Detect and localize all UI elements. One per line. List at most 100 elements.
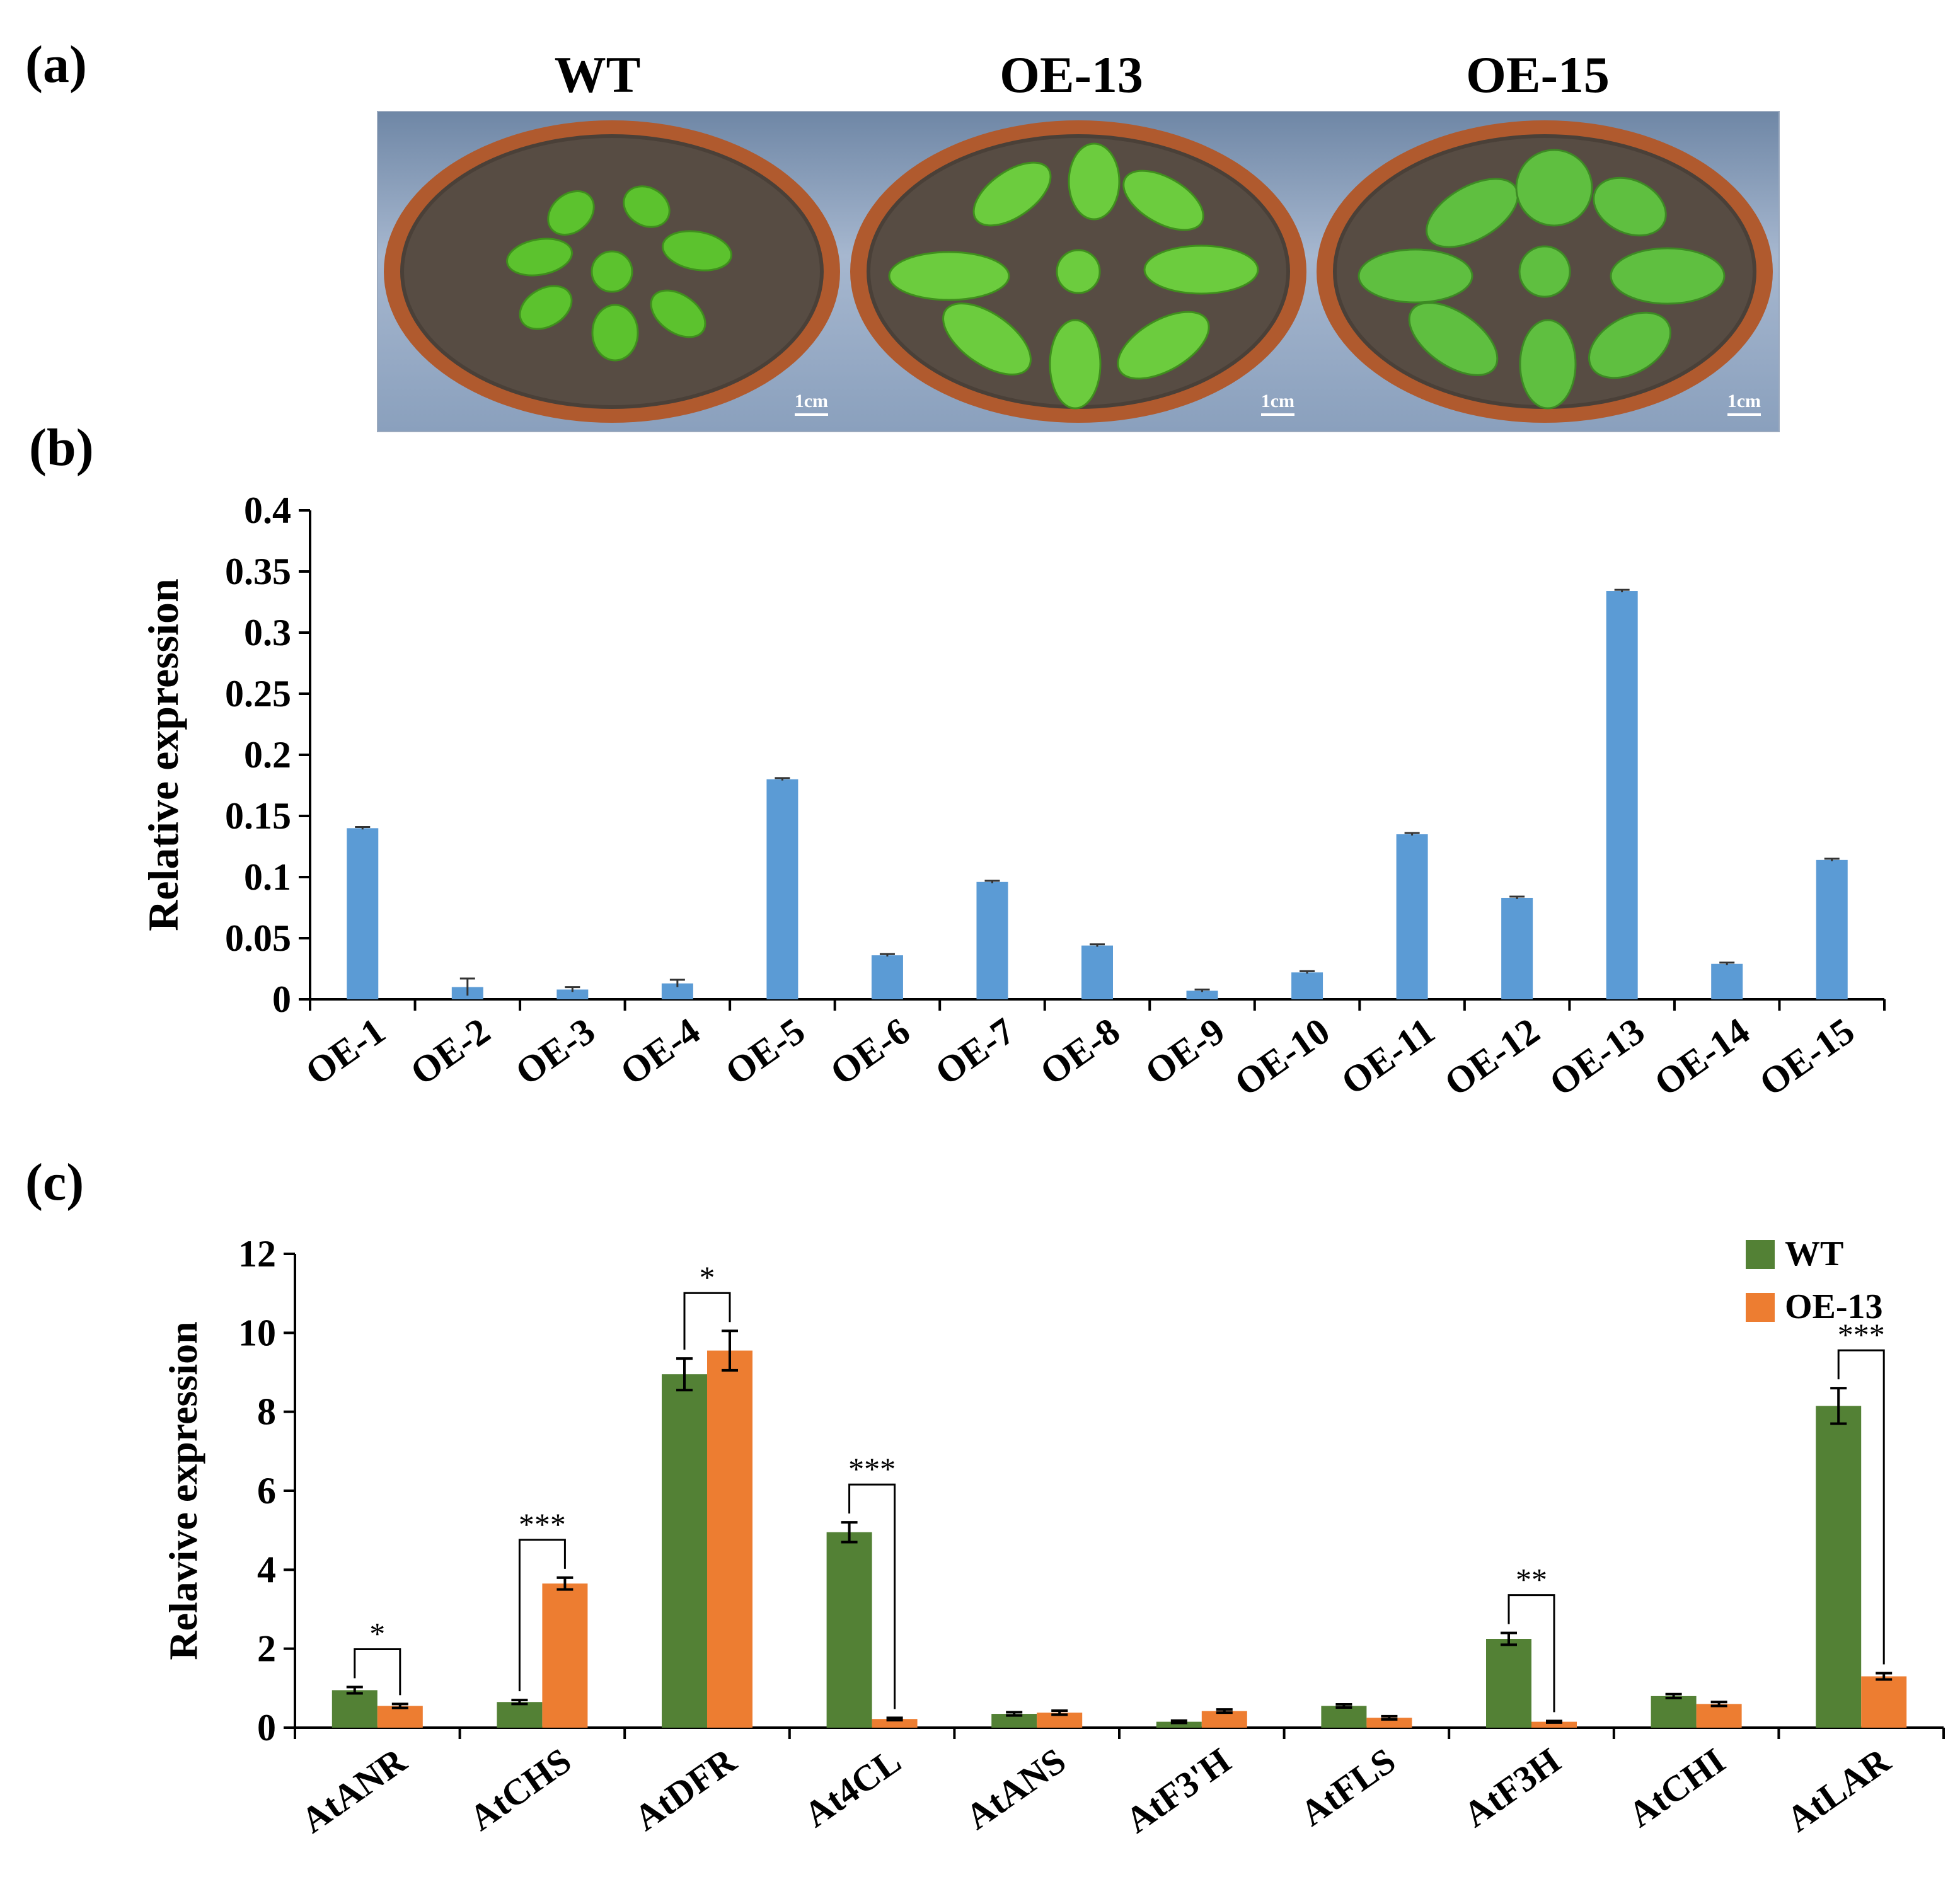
x-tick-label: AtLAR xyxy=(1779,1740,1898,1840)
bar-wt-atchi xyxy=(1651,1696,1697,1728)
x-tick-label: OE-15 xyxy=(1752,1010,1862,1105)
bar-oe-13-atdfr xyxy=(707,1350,752,1728)
bar-oe-5 xyxy=(766,779,798,999)
x-tick-label: OE-14 xyxy=(1647,1010,1756,1105)
plant-photo-wt: 1cm xyxy=(382,118,842,425)
significance-label: ** xyxy=(1516,1562,1547,1597)
y-tick-label: 8 xyxy=(257,1391,276,1433)
significance-label: *** xyxy=(1838,1317,1885,1352)
x-tick-label: AtF3H xyxy=(1456,1740,1567,1835)
bar-oe-3 xyxy=(556,989,589,999)
x-tick-label: OE-5 xyxy=(718,1010,812,1093)
plant-photo-oe15: 1cm xyxy=(1315,118,1775,425)
panel-label-b: (b) xyxy=(29,418,94,477)
bar-oe-10 xyxy=(1291,972,1323,999)
plant-photo-strip: 1cm 1cm xyxy=(377,111,1780,432)
panel-label-c: (c) xyxy=(25,1153,84,1212)
x-tick-label: OE-8 xyxy=(1033,1010,1127,1093)
x-tick-label: OE-2 xyxy=(403,1010,497,1093)
y-tick-label: 0.4 xyxy=(244,490,291,531)
significance-label: * xyxy=(369,1616,385,1651)
y-tick-label: 4 xyxy=(257,1549,276,1590)
legend-label-wt: WT xyxy=(1785,1234,1843,1273)
x-tick-label: OE-11 xyxy=(1334,1010,1442,1103)
scale-bar-oe13: 1cm xyxy=(1260,391,1294,416)
y-tick-label: 0.15 xyxy=(225,795,291,837)
y-tick-label: 0 xyxy=(272,979,291,1020)
significance-label: *** xyxy=(519,1507,566,1542)
bar-oe-12 xyxy=(1501,897,1533,999)
y-tick-label: 0.2 xyxy=(244,734,291,776)
photo-title-oe15: OE-15 xyxy=(1466,46,1610,103)
bar-oe-13-atlar xyxy=(1861,1676,1907,1728)
x-tick-label: OE-10 xyxy=(1227,1010,1337,1105)
bar-oe-11 xyxy=(1396,834,1428,999)
photo-title-wt: WT xyxy=(554,46,641,103)
y-tick-label: 12 xyxy=(238,1233,276,1275)
bar-wt-atchs xyxy=(497,1702,543,1728)
bar-wt-atanr xyxy=(331,1690,378,1728)
y-tick-label: 10 xyxy=(238,1312,276,1353)
significance-bracket xyxy=(848,1483,896,1709)
y-axis-label: Relative expression xyxy=(139,578,187,931)
bar-wt-atf3h xyxy=(1486,1639,1531,1728)
y-tick-label: 0.1 xyxy=(244,856,291,898)
y-tick-label: 0 xyxy=(257,1707,276,1748)
bar-oe-13-atans xyxy=(1037,1713,1083,1728)
legend-label-oe-13: OE-13 xyxy=(1785,1287,1883,1326)
y-tick-label: 0.05 xyxy=(225,917,291,959)
bar-wt-atdfr xyxy=(662,1374,707,1728)
legend-swatch-oe-13 xyxy=(1746,1293,1775,1322)
bar-oe-8 xyxy=(1081,945,1113,999)
expression-chart-oe-lines: 0 0.05 0.1 0.15 0.2 0.25 0.3 0.35 0.4 Relative ex… xyxy=(139,490,1886,1105)
photo-title-oe13: OE-13 xyxy=(1000,46,1143,103)
plant-photo-oe13: 1cm xyxy=(848,118,1308,425)
bar-wt-atf3h xyxy=(1156,1721,1202,1728)
significance-bracket xyxy=(683,1292,731,1350)
x-tick-label: AtANS xyxy=(958,1740,1073,1837)
scale-bar-oe15: 1cm xyxy=(1727,391,1761,416)
bar-oe-9 xyxy=(1186,990,1218,999)
significance-bracket xyxy=(1837,1349,1885,1665)
x-tick-label: At4CL xyxy=(797,1740,908,1835)
expression-chart-genes: 0 2 4 6 8 10 12 Relavive expression AtANR AtCHS At… xyxy=(161,1233,1945,1841)
x-tick-label: AtFLS xyxy=(1293,1740,1403,1834)
bar-wt-atans xyxy=(991,1714,1037,1728)
y-tick-label: 6 xyxy=(257,1470,276,1512)
legend-swatch-wt xyxy=(1746,1240,1775,1269)
significance-label: * xyxy=(700,1260,715,1295)
x-tick-label: AtCHI xyxy=(1621,1740,1732,1835)
bar-wt-atfls xyxy=(1321,1706,1367,1728)
bar-wt-atlar xyxy=(1816,1406,1862,1728)
y-tick-label: 0.35 xyxy=(225,551,291,592)
x-tick-label: OE-7 xyxy=(928,1010,1022,1093)
scale-bar-wt: 1cm xyxy=(794,391,828,416)
x-tick-label: OE-9 xyxy=(1138,1010,1232,1093)
y-tick-label: 0.25 xyxy=(225,673,291,715)
x-tick-label: AtANR xyxy=(294,1740,414,1841)
significance-bracket xyxy=(518,1539,566,1692)
x-tick-label: OE-6 xyxy=(823,1010,918,1093)
bar-oe-13 xyxy=(1606,591,1638,999)
x-tick-label: AtF3'H xyxy=(1118,1740,1238,1840)
bar-oe-1 xyxy=(347,828,379,999)
bar-wt-at4cl xyxy=(826,1532,872,1728)
y-tick-label: 0.3 xyxy=(244,612,291,653)
bar-oe-13-atfls xyxy=(1366,1718,1412,1728)
x-tick-label: AtCHS xyxy=(462,1740,579,1839)
bar-oe-13-atchs xyxy=(542,1583,588,1728)
bar-oe-15 xyxy=(1816,859,1848,999)
x-tick-label: OE-12 xyxy=(1437,1010,1547,1105)
x-tick-label: OE-3 xyxy=(508,1010,602,1093)
x-tick-label: OE-1 xyxy=(298,1010,393,1093)
panel-label-a: (a) xyxy=(25,35,87,94)
bar-oe-13-at4cl xyxy=(872,1719,918,1728)
y-tick-label: 2 xyxy=(257,1628,276,1670)
significance-bracket xyxy=(1507,1594,1555,1713)
bar-oe-13-atf3h xyxy=(1531,1721,1577,1728)
bar-oe-6 xyxy=(871,955,903,999)
significance-label: *** xyxy=(848,1451,896,1486)
x-tick-label: AtDFR xyxy=(626,1740,744,1839)
bar-oe-14 xyxy=(1711,963,1743,999)
x-tick-label: OE-13 xyxy=(1542,1010,1652,1105)
